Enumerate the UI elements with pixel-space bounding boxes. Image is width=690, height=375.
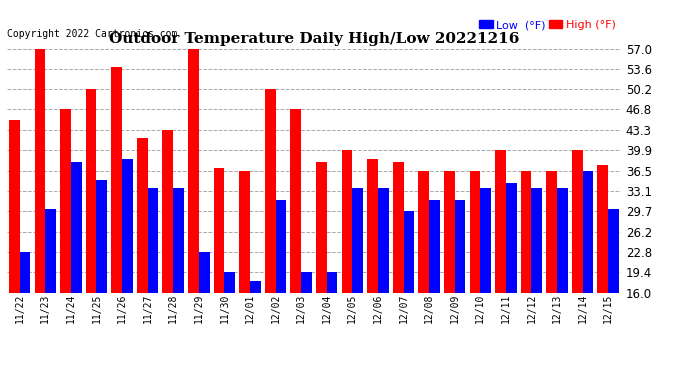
Bar (188, 49, 199, 292)
Bar (327, 272, 337, 292)
Bar (506, 183, 517, 292)
Bar (34, 49, 46, 292)
Bar (598, 165, 608, 292)
Bar (239, 171, 250, 292)
Bar (290, 110, 301, 292)
Bar (301, 272, 312, 292)
Bar (162, 130, 173, 292)
Bar (531, 189, 542, 292)
Bar (367, 159, 378, 292)
Bar (97, 180, 107, 292)
Text: Copyright 2022 Cartronics.com: Copyright 2022 Cartronics.com (7, 29, 177, 39)
Bar (393, 162, 404, 292)
Bar (404, 211, 414, 292)
Bar (353, 189, 363, 292)
Bar (608, 209, 619, 292)
Bar (429, 200, 440, 292)
Bar (111, 67, 122, 292)
Bar (137, 138, 148, 292)
Bar (275, 200, 286, 292)
Bar (378, 189, 388, 292)
Bar (495, 150, 506, 292)
Title: Outdoor Temperature Daily High/Low 20221216: Outdoor Temperature Daily High/Low 20221… (109, 32, 519, 46)
Bar (480, 189, 491, 292)
Bar (342, 150, 353, 292)
Bar (572, 150, 582, 292)
Bar (173, 189, 184, 292)
Bar (546, 171, 557, 292)
Bar (455, 200, 466, 292)
Bar (71, 162, 81, 292)
Bar (521, 171, 531, 292)
Bar (444, 171, 455, 292)
Bar (9, 120, 20, 292)
Bar (46, 209, 56, 292)
Bar (265, 89, 275, 292)
Bar (148, 189, 159, 292)
Bar (557, 189, 568, 292)
Bar (122, 159, 132, 292)
Bar (418, 171, 429, 292)
Bar (316, 162, 327, 292)
Bar (199, 252, 210, 292)
Bar (20, 252, 30, 292)
Legend: Low  (°F), High (°F): Low (°F), High (°F) (480, 20, 615, 30)
Bar (214, 168, 224, 292)
Bar (250, 280, 261, 292)
Bar (469, 171, 480, 292)
Bar (224, 272, 235, 292)
Bar (60, 110, 71, 292)
Bar (86, 89, 97, 292)
Bar (582, 171, 593, 292)
